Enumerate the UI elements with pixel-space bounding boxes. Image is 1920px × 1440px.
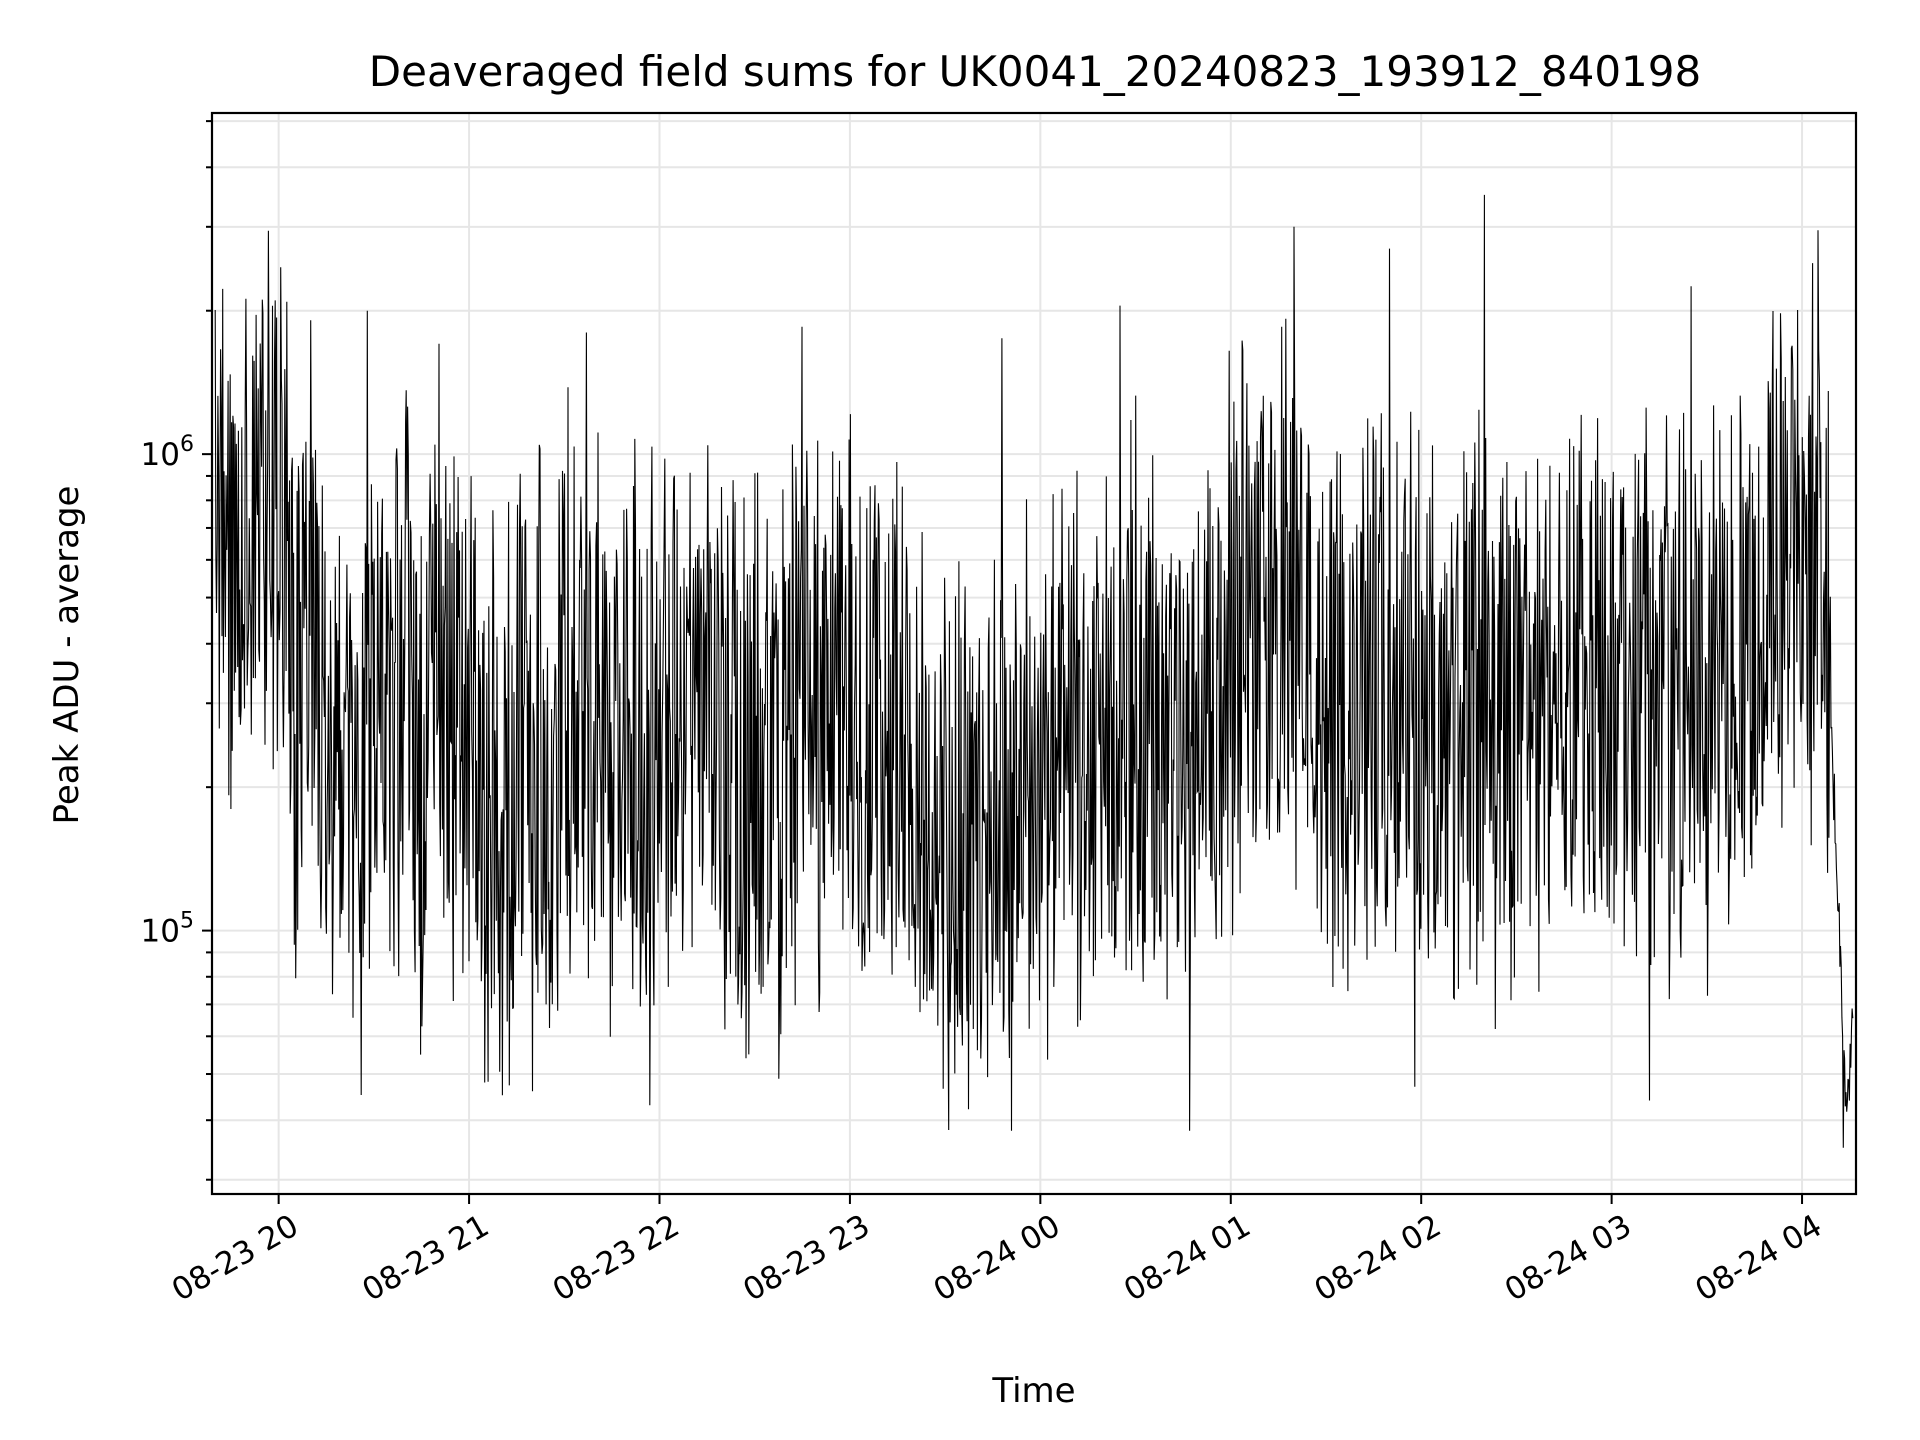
y-axis-label: Peak ADU - average xyxy=(47,486,87,825)
x-axis-label: Time xyxy=(991,1371,1075,1411)
series-line xyxy=(214,194,1854,1148)
y-tick-label: 105 xyxy=(141,909,194,950)
y-axis: 105 106 xyxy=(141,120,212,1181)
plot-area xyxy=(214,194,1854,1148)
y-tick-label: 106 xyxy=(141,432,194,473)
axes-frame xyxy=(210,111,1858,1196)
chart-title: Deaveraged field sums for UK0041_2024082… xyxy=(369,47,1701,96)
